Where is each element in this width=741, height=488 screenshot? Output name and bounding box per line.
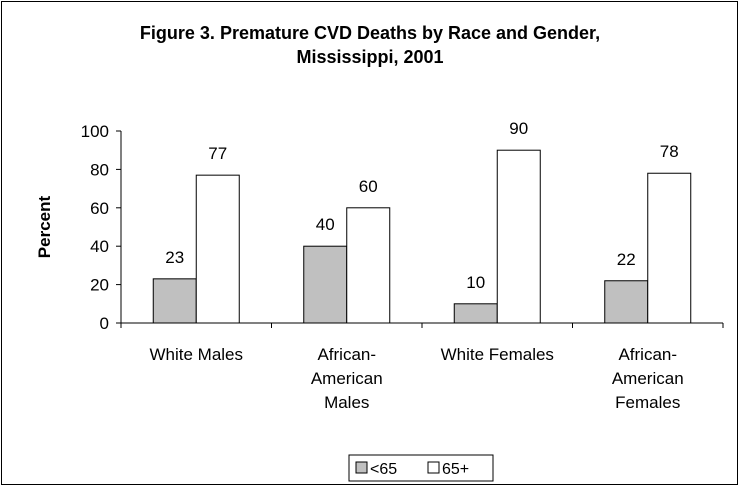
legend-label: <65 (370, 461, 397, 478)
chart-title-line-1: Figure 3. Premature CVD Deaths by Race a… (140, 23, 600, 43)
data-label: 90 (509, 119, 528, 138)
legend-swatch (427, 461, 440, 474)
bar-65-plus (647, 172, 692, 324)
data-label: 78 (660, 142, 679, 161)
x-category-label: African- (317, 345, 376, 364)
bar-under-65 (152, 278, 197, 324)
y-tick-label: 20 (90, 276, 109, 295)
data-label: 77 (208, 144, 227, 163)
data-label: 22 (617, 250, 636, 269)
data-label: 40 (316, 215, 335, 234)
bar-65-plus (496, 149, 541, 324)
x-category-label: White Females (441, 345, 554, 364)
data-label: 60 (359, 177, 378, 196)
data-label: 23 (165, 248, 184, 267)
y-tick-label: 60 (90, 199, 109, 218)
x-category-label: Males (324, 393, 369, 412)
legend-box (348, 454, 494, 482)
y-tick-label: 40 (90, 237, 109, 256)
chart-title-line-2: Mississippi, 2001 (296, 47, 443, 67)
y-tick-label: 80 (90, 160, 109, 179)
y-tick-label: 0 (100, 314, 109, 333)
x-category-label: White Males (149, 345, 243, 364)
bar-65-plus (195, 174, 240, 324)
bar-65-plus (346, 207, 391, 324)
legend-swatch (355, 461, 368, 474)
x-category-label: American (311, 369, 383, 388)
bar-under-65 (604, 280, 649, 324)
y-axis-title: Percent (35, 195, 54, 258)
legend-label: 65+ (442, 461, 469, 478)
data-label: 10 (466, 273, 485, 292)
x-category-label: American (612, 369, 684, 388)
bar-under-65 (453, 303, 498, 324)
bar-under-65 (303, 245, 348, 324)
x-category-label: African- (618, 345, 677, 364)
y-tick-label: 100 (81, 122, 109, 141)
x-category-label: Females (615, 393, 680, 412)
